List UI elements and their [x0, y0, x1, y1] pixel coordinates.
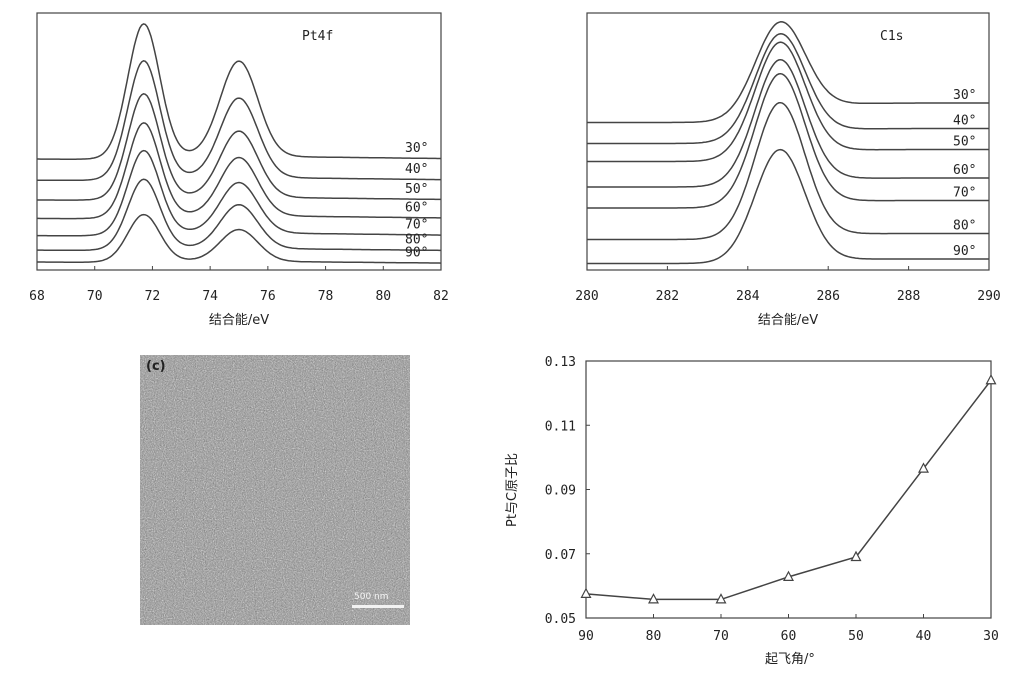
c1s-plot-frame [586, 12, 990, 271]
ratio-y-axis-label: Pt与C原子比 [505, 453, 520, 527]
c1s-x-axis-label: 结合能/eV [758, 313, 818, 328]
c1s-panel: C1s 30°40°50°60°70°80°90° 280 282 284 286 28… [575, 12, 1001, 328]
ratio-y-ticks: 0.05 0.07 0.09 0.11 0.13 [545, 355, 590, 627]
pt4f-x-ticks: 68 70 72 74 76 78 80 82 [29, 266, 449, 304]
x-tick-label: 290 [977, 289, 1000, 304]
scale-bar-label: 500 nm [354, 592, 389, 602]
spectrum-line-60deg [37, 122, 441, 220]
micrograph-texture [140, 355, 410, 625]
y-tick-label: 0.05 [545, 612, 576, 627]
c1s-series-group: 30° 40° 50° 60° 70° 80° 90° [587, 21, 989, 265]
x-tick-label: 70 [87, 289, 103, 304]
spectrum-label: 30° [953, 88, 976, 103]
x-tick-label: 70 [713, 629, 729, 644]
spectrum-line-30deg [37, 23, 441, 160]
x-tick-label: 68 [29, 289, 45, 304]
spectrum-label: 70° [405, 217, 428, 232]
c1s-x-ticks: 280 282 284 286 288 290 [575, 266, 1001, 304]
ratio-point [783, 570, 794, 581]
spectrum-label: 30° [405, 141, 428, 156]
x-tick-label: 30 [983, 629, 999, 644]
ratio-x-axis-label: 起飞角/° [765, 652, 815, 667]
x-tick-label: 284 [736, 289, 760, 304]
spectrum-line-80deg [37, 178, 441, 252]
spectrum-line-80deg [587, 101, 989, 241]
spectrum-line-60deg [587, 58, 989, 188]
x-tick-label: 82 [433, 289, 449, 304]
spectrum-label: 50° [953, 135, 976, 150]
spectrum-line-40deg [587, 33, 989, 145]
spectrum-label: 60° [953, 163, 976, 178]
x-tick-label: 60 [781, 629, 797, 644]
x-tick-label: 72 [145, 289, 161, 304]
x-tick-label: 74 [202, 289, 218, 304]
spectrum-line-50deg [37, 92, 441, 201]
ratio-point [715, 593, 727, 604]
tem-micrograph: (c) 500 nm [140, 355, 410, 625]
pt4f-x-axis-label: 结合能/eV [209, 313, 269, 328]
x-tick-label: 90 [578, 629, 594, 644]
micrograph-panel-label: (c) [146, 359, 166, 374]
ratio-point [648, 593, 659, 604]
ratio-series-group [580, 373, 997, 604]
x-tick-label: 80 [375, 289, 391, 304]
x-tick-label: 50 [848, 629, 864, 644]
pt4f-annotation: Pt4f [302, 29, 333, 44]
y-tick-label: 0.09 [545, 484, 576, 499]
spectrum-line-70deg [37, 149, 441, 237]
spectrum-line-30deg [587, 21, 989, 124]
spectrum-label: 70° [953, 186, 976, 201]
spectrum-label: 40° [953, 114, 976, 129]
ratio-point [918, 462, 929, 473]
y-tick-label: 0.13 [545, 355, 576, 370]
c1s-annotation: C1s [880, 29, 903, 44]
spectrum-label: 90° [953, 244, 976, 259]
spectrum-line-90deg [587, 148, 989, 265]
x-tick-label: 80 [646, 629, 662, 644]
x-tick-label: 280 [575, 289, 598, 304]
spectrum-line-70deg [587, 72, 989, 209]
scale-bar [352, 605, 404, 608]
pt4f-series-group: 30° 40° 50° 60° 70°80°90° [37, 23, 442, 264]
spectrum-line-90deg [37, 213, 442, 264]
pt4f-plot-frame [36, 12, 442, 271]
pt4f-panel: Pt4f 30° 40° 50° 60° 70°80°90° 68 70 72 74 76 78 8… [29, 12, 449, 328]
ratio-point [850, 550, 862, 562]
ratio-line [585, 379, 992, 601]
spectrum-label: 50° [405, 182, 428, 197]
spectrum-line-40deg [37, 59, 441, 182]
x-tick-label: 288 [897, 289, 920, 304]
x-tick-label: 286 [816, 289, 839, 304]
ratio-point [580, 587, 592, 599]
spectrum-label: 40° [405, 162, 428, 177]
spectrum-label: 90° [405, 245, 428, 260]
spectrum-line-50deg [587, 41, 989, 163]
x-tick-label: 78 [318, 289, 334, 304]
spectrum-label: 80° [953, 219, 976, 234]
ratio-x-ticks: 90 80 70 60 50 40 30 [578, 614, 999, 644]
spectrum-label: 80° [405, 233, 428, 248]
y-tick-label: 0.11 [545, 419, 576, 434]
x-tick-label: 282 [656, 289, 679, 304]
ratio-panel: 0.05 0.07 0.09 0.11 0.13 90 80 70 60 50 40 30 起飞角/… [505, 355, 999, 667]
ratio-point [985, 373, 997, 385]
spectrum-label: 60° [405, 200, 428, 215]
x-tick-label: 76 [260, 289, 276, 304]
y-tick-label: 0.07 [545, 548, 576, 563]
x-tick-label: 40 [916, 629, 932, 644]
